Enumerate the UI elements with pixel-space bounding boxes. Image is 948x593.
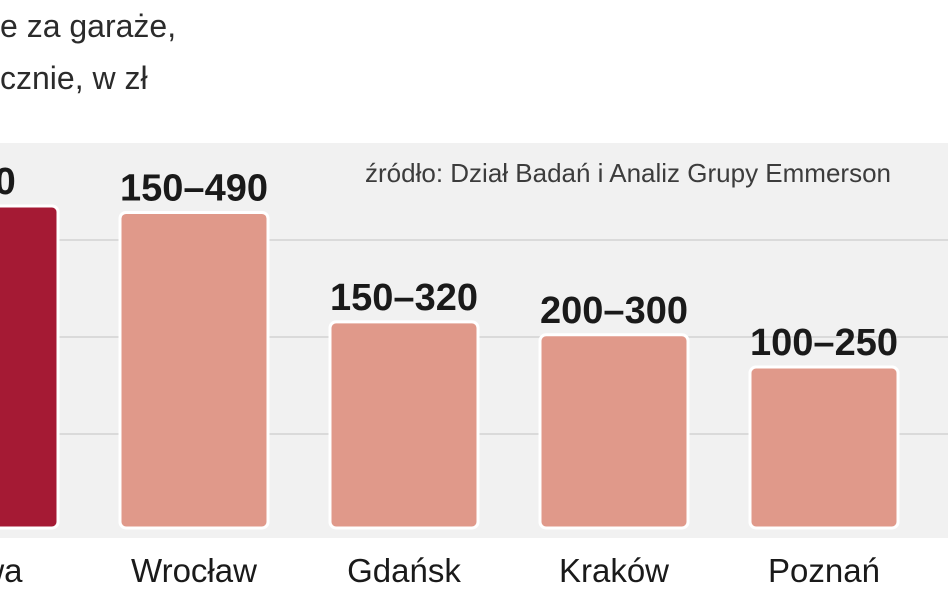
bar — [328, 320, 480, 530]
category-label: Gdańsk — [347, 552, 461, 589]
category-label: Kraków — [559, 552, 669, 589]
subtitle-line-1: e za garaże, — [0, 8, 177, 44]
bar-value-label: 150–490 — [120, 167, 268, 209]
category-label: zawa — [0, 552, 23, 589]
source-note: źródło: Dział Badań i Analiz Grupy Emmer… — [365, 158, 892, 188]
bar — [748, 365, 900, 530]
bar-value-label: 500 — [0, 161, 16, 203]
bar-value-label: 100–250 — [750, 322, 898, 364]
bar — [538, 333, 690, 530]
bar — [0, 204, 60, 530]
bar-value-label: 150–320 — [330, 277, 478, 319]
bar — [118, 210, 270, 530]
bar-value-label: 200–300 — [540, 290, 688, 332]
category-label: Poznań — [768, 552, 880, 589]
category-label: Wrocław — [131, 552, 257, 589]
subtitle-line-2: cznie, w zł — [0, 60, 148, 96]
